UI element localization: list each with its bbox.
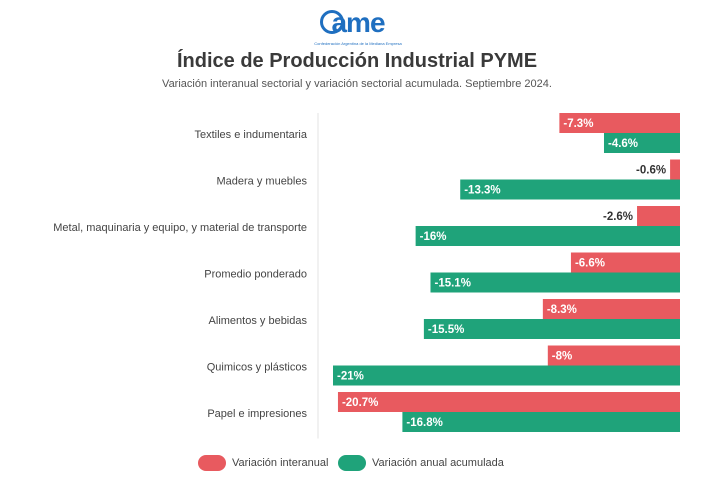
data-label-interanual: -8.3% (547, 304, 577, 316)
bar-interanual (547, 345, 680, 366)
category-label: Textiles e indumentaria (194, 129, 307, 141)
category-label: Madera y muebles (217, 176, 308, 188)
logo-word: ame (331, 7, 385, 38)
legend-item-interanual: Variación interanual (198, 455, 328, 471)
legend: Variación interanual Variación anual acu… (0, 455, 714, 475)
category-label: Promedio ponderado (204, 269, 307, 281)
category-label: Papel e impresiones (207, 408, 307, 420)
legend-swatch-interanual (198, 455, 226, 471)
bar-interanual (559, 113, 680, 133)
data-label-acumulada: -16% (420, 231, 447, 243)
bar-interanual (337, 392, 680, 412)
legend-label-interanual: Variación interanual (232, 457, 329, 469)
legend-label-acumulada: Variación anual acumulada (372, 457, 504, 469)
data-label-acumulada: -21% (337, 371, 364, 383)
data-label-interanual: -20.7% (342, 397, 378, 409)
category-label: Quimicos y plásticos (207, 362, 308, 374)
category-label: Alimentos y bebidas (209, 315, 308, 327)
bar-interanual (637, 206, 680, 226)
bar-acumulada (423, 319, 680, 339)
bar-acumulada (333, 365, 680, 386)
bar-acumulada (603, 133, 680, 153)
logo-tagline: Confederación Argentina de la Mediana Em… (314, 41, 402, 46)
data-label-acumulada: -15.5% (428, 324, 464, 336)
bar-interanual (670, 159, 680, 180)
legend-item-acumulada: Variación anual acumulada (338, 455, 504, 471)
data-label-acumulada: -16.8% (406, 417, 442, 429)
legend-swatch-acumulada (338, 455, 366, 471)
data-label-interanual: -0.6% (636, 165, 666, 177)
data-label-interanual: -6.6% (575, 258, 605, 270)
chart-subtitle: Variación interanual sectorial y variaci… (162, 78, 552, 90)
logo-c-ring (320, 10, 344, 34)
data-label-acumulada: -15.1% (434, 278, 470, 290)
data-label-acumulada: -4.6% (608, 138, 638, 150)
came-logo: ame Confederación Argentina de la Median… (314, 7, 401, 50)
data-label-interanual: -8% (552, 351, 572, 363)
chart-title: Índice de Producción Industrial PYME (176, 50, 538, 72)
bar-interanual (570, 252, 680, 273)
bar-interanual (542, 299, 680, 319)
bar-acumulada (402, 412, 680, 432)
category-label: Metal, maquinaria y equipo, y material d… (53, 222, 307, 234)
data-label-acumulada: -13.3% (464, 185, 500, 197)
bar-acumulada (415, 226, 680, 246)
bar-acumulada (460, 179, 680, 200)
data-label-interanual: -2.6% (603, 211, 633, 223)
data-label-interanual: -7.3% (563, 118, 593, 130)
bar-acumulada (430, 272, 680, 293)
